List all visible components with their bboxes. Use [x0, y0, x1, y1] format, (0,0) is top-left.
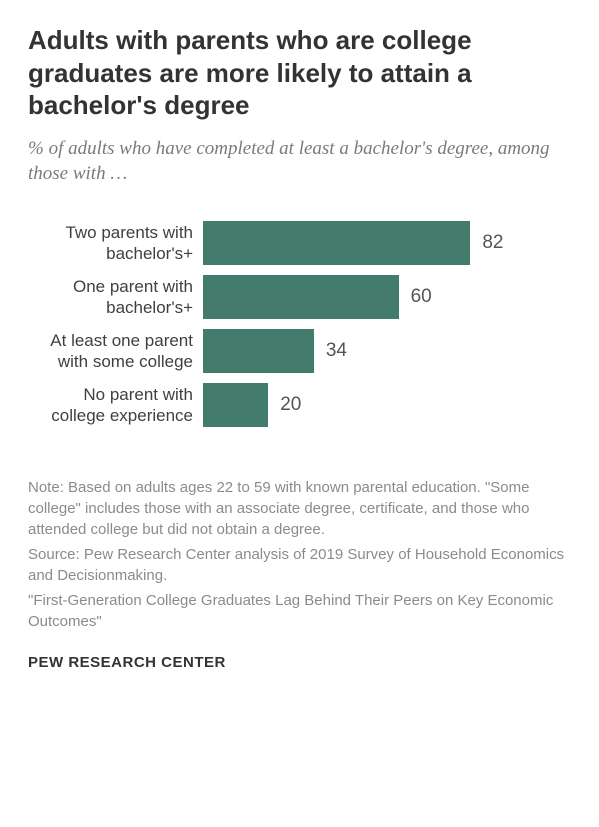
bar-row: One parent with bachelor's+ 60: [28, 275, 571, 319]
category-label: No parent with college experience: [28, 384, 203, 427]
category-label: Two parents with bachelor's+: [28, 222, 203, 265]
organization-label: PEW RESEARCH CENTER: [28, 654, 571, 671]
bar-row: Two parents with bachelor's+ 82: [28, 221, 571, 265]
bar: [203, 275, 399, 319]
bar-row: No parent with college experience 20: [28, 383, 571, 427]
bar-chart: Two parents with bachelor's+ 82 One parent…: [28, 221, 571, 427]
category-label: At least one parent with some college: [28, 330, 203, 373]
bar-container: 34: [203, 329, 571, 373]
chart-subtitle: % of adults who have completed at least …: [28, 136, 571, 187]
note-text: Note: Based on adults ages 22 to 59 with…: [28, 477, 571, 540]
bar-container: 20: [203, 383, 571, 427]
chart-title: Adults with parents who are college grad…: [28, 24, 571, 122]
source-text: Source: Pew Research Center analysis of …: [28, 544, 571, 586]
bar-value: 82: [482, 232, 503, 254]
bar: [203, 329, 314, 373]
bar-container: 82: [203, 221, 571, 265]
bar-value: 34: [326, 340, 347, 362]
bar-container: 60: [203, 275, 571, 319]
reference-text: "First-Generation College Graduates Lag …: [28, 590, 571, 632]
bar-value: 60: [411, 286, 432, 308]
category-label: One parent with bachelor's+: [28, 276, 203, 319]
bar: [203, 221, 470, 265]
bar: [203, 383, 268, 427]
bar-row: At least one parent with some college 34: [28, 329, 571, 373]
bar-value: 20: [280, 394, 301, 416]
